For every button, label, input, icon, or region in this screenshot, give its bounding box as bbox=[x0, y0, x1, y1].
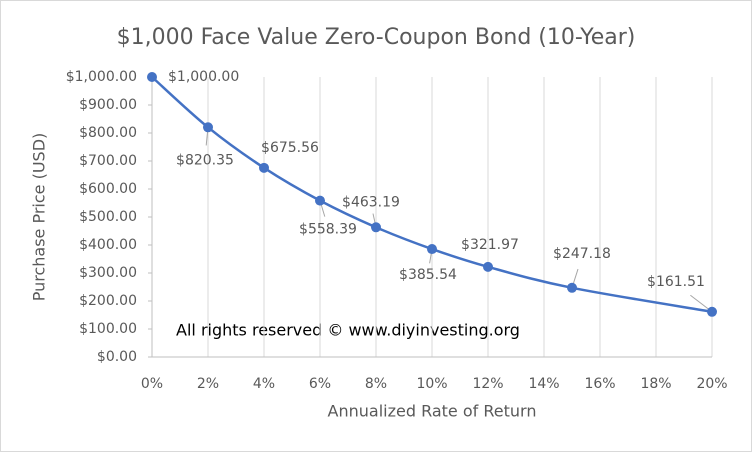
y-tick-label: $900.00 bbox=[79, 97, 137, 113]
x-tick-label: 16% bbox=[584, 376, 615, 392]
data-label: $463.19 bbox=[342, 194, 400, 210]
point bbox=[567, 282, 577, 293]
x-tick-label: 10% bbox=[416, 376, 447, 392]
x-tick-label: 14% bbox=[528, 376, 559, 392]
point bbox=[371, 222, 381, 233]
point bbox=[147, 72, 157, 82]
y-tick-label: $400.00 bbox=[79, 237, 137, 253]
x-tick-label: 12% bbox=[472, 376, 503, 392]
chart-title: $1,000 Face Value Zero-Coupon Bond (10-Y… bbox=[117, 25, 636, 50]
data-label: $820.35 bbox=[176, 152, 234, 168]
x-tick-label: 20% bbox=[696, 376, 727, 392]
data-label: $675.56 bbox=[261, 140, 319, 156]
y-tick-label: $800.00 bbox=[79, 125, 137, 141]
y-tick-label: $200.00 bbox=[79, 293, 137, 309]
y-tick-label: $300.00 bbox=[79, 265, 137, 281]
x-tick-label: 8% bbox=[365, 376, 387, 392]
y-tick-label: $1,000.00 bbox=[66, 69, 137, 85]
point bbox=[259, 162, 269, 173]
data-label: $321.97 bbox=[461, 237, 519, 253]
point bbox=[707, 306, 717, 317]
data-label: $1,000.00 bbox=[168, 69, 239, 85]
y-tick-label: $0.00 bbox=[97, 349, 137, 365]
y-axis-title: Purchase Price (USD) bbox=[30, 133, 49, 302]
data-label: $558.39 bbox=[299, 222, 357, 238]
x-axis-title: Annualized Rate of Return bbox=[328, 402, 537, 421]
x-tick-label: 18% bbox=[640, 376, 671, 392]
y-tick-label: $500.00 bbox=[79, 209, 137, 225]
point bbox=[315, 195, 325, 206]
x-tick-label: 2% bbox=[197, 376, 219, 392]
data-label: $385.54 bbox=[399, 267, 457, 283]
data-label: $161.51 bbox=[647, 274, 705, 290]
x-tick-label: 4% bbox=[253, 376, 275, 392]
point bbox=[483, 261, 493, 272]
data-label: $247.18 bbox=[553, 246, 611, 262]
point bbox=[427, 244, 437, 255]
y-tick-label: $600.00 bbox=[79, 181, 137, 197]
y-tick-label: $100.00 bbox=[79, 321, 137, 337]
annotation: All rights reserved © www.diyinvesting.o… bbox=[176, 321, 520, 340]
y-tick-label: $700.00 bbox=[79, 153, 137, 169]
x-tick-label: 0% bbox=[141, 376, 163, 392]
point bbox=[203, 122, 213, 133]
x-tick-label: 6% bbox=[309, 376, 331, 392]
